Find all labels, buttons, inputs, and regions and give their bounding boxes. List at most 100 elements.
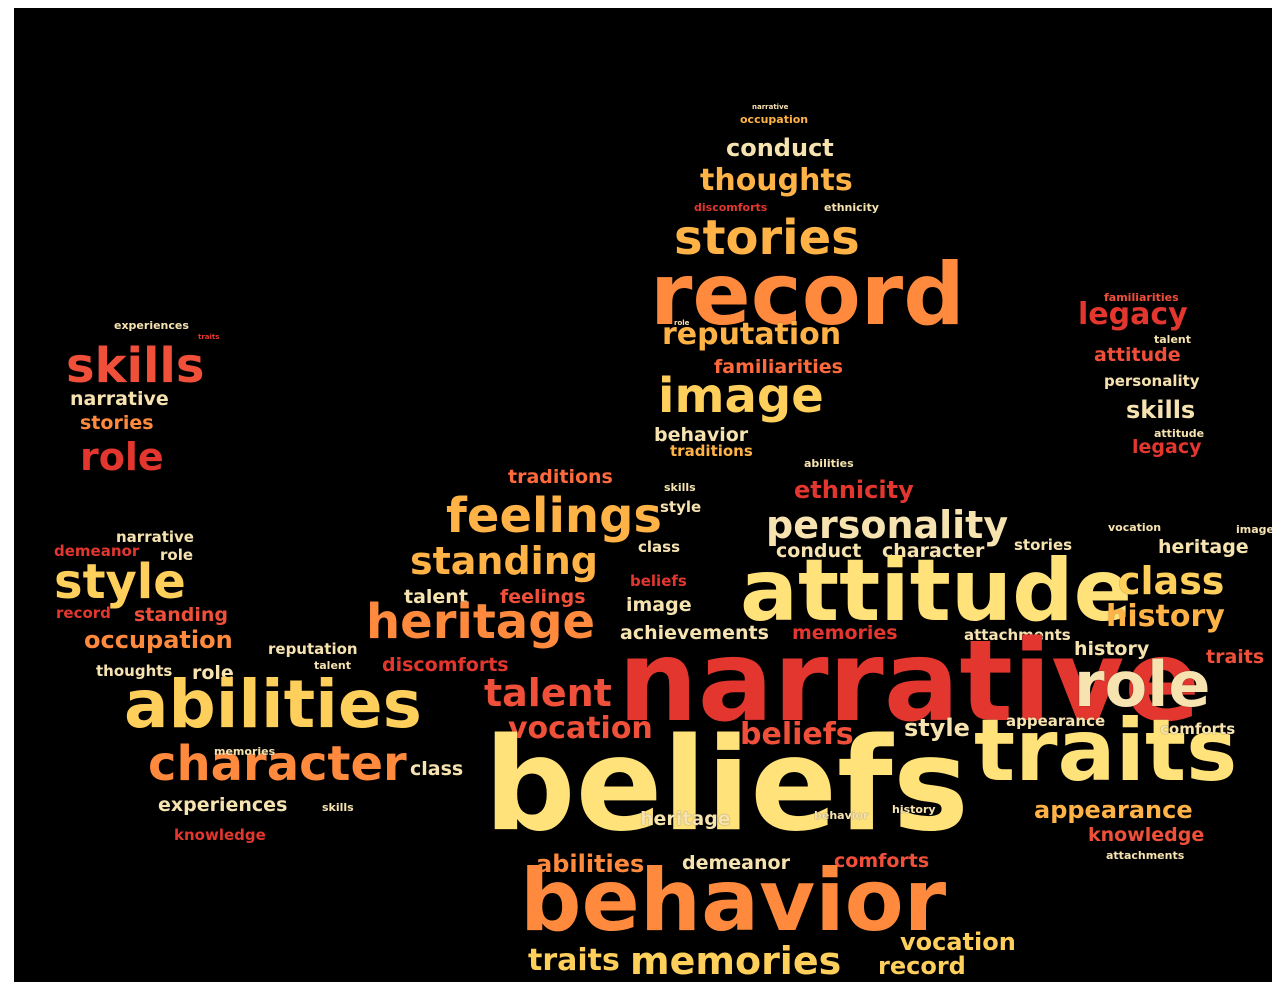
word: personality xyxy=(766,503,1009,547)
word: history xyxy=(1074,638,1150,660)
word: heritage xyxy=(1158,536,1249,558)
word: feelings xyxy=(500,586,586,608)
word: traits xyxy=(528,943,620,978)
word: stories xyxy=(80,412,154,434)
word: image xyxy=(626,594,692,616)
word: skills xyxy=(664,481,696,494)
word: image xyxy=(658,368,824,424)
word: traditions xyxy=(670,442,753,460)
word: traits xyxy=(1206,646,1265,668)
word: abilities xyxy=(124,666,422,743)
word: beliefs xyxy=(740,717,854,752)
word: standing xyxy=(410,539,598,583)
word: stories xyxy=(1014,536,1073,554)
word: appearance xyxy=(1034,796,1193,824)
word: attitude xyxy=(1154,427,1205,440)
word: talent xyxy=(484,671,612,715)
word: class xyxy=(638,538,681,556)
word: style xyxy=(660,498,702,516)
word: record xyxy=(650,245,965,345)
word: vocation xyxy=(900,928,1016,956)
word: memories xyxy=(630,939,842,982)
word: familiarities xyxy=(1104,291,1179,304)
word: narrative xyxy=(70,388,169,410)
word: behavior xyxy=(654,424,749,446)
word-cloud-canvas: narrative occupation conduct thoughts di… xyxy=(14,8,1272,982)
word: abilities xyxy=(804,457,854,470)
word: history xyxy=(892,803,936,816)
word: character xyxy=(148,736,407,792)
word: record xyxy=(878,952,966,980)
word: knowledge xyxy=(1088,824,1205,846)
word: role xyxy=(160,546,194,564)
word: experiences xyxy=(158,794,288,816)
word: stories xyxy=(674,210,860,266)
word: occupation xyxy=(740,113,809,126)
word: traits xyxy=(198,333,220,341)
word: attitude xyxy=(1094,344,1181,366)
word: demeanor xyxy=(54,542,140,560)
word: beliefs xyxy=(484,711,969,860)
word: role xyxy=(674,319,690,327)
word: conduct xyxy=(776,540,862,562)
word: attitude xyxy=(740,541,1132,641)
word: behavior xyxy=(814,809,869,822)
word: role xyxy=(192,662,234,684)
word: narrative xyxy=(116,528,194,546)
word: vocation xyxy=(508,711,653,746)
word: style xyxy=(904,714,970,742)
word: history xyxy=(1106,599,1225,634)
word: familiarities xyxy=(714,356,843,378)
word: traditions xyxy=(508,466,613,488)
word: role xyxy=(80,435,164,479)
word: memories xyxy=(214,745,276,758)
word: comforts xyxy=(834,850,930,872)
word: demeanor xyxy=(682,852,790,874)
word: class xyxy=(1118,559,1225,603)
word: ethnicity xyxy=(794,476,914,504)
word: appearance xyxy=(1006,712,1106,730)
word: image xyxy=(1236,523,1272,536)
word: traits xyxy=(974,701,1238,801)
word: beliefs xyxy=(630,572,687,590)
word: thoughts xyxy=(700,163,853,198)
word: skills xyxy=(322,801,354,814)
word: legacy xyxy=(1132,436,1202,458)
word: achievements xyxy=(620,622,769,644)
word: personality xyxy=(1104,372,1200,390)
word: knowledge xyxy=(174,826,266,844)
word: role xyxy=(1074,648,1211,721)
word: ethnicity xyxy=(824,201,879,214)
word: heritage xyxy=(640,808,731,830)
word: talent xyxy=(1154,333,1192,346)
word: discomforts xyxy=(382,654,509,676)
word: reputation xyxy=(662,317,842,352)
word: attachments xyxy=(1106,849,1185,862)
word: skills xyxy=(1126,396,1196,424)
word: record xyxy=(56,604,111,622)
word: behavior xyxy=(520,851,947,951)
word: narrative xyxy=(752,103,789,111)
word: narrative xyxy=(618,617,1201,747)
word: vocation xyxy=(1108,521,1162,534)
word: feelings xyxy=(446,488,662,544)
word: discomforts xyxy=(694,201,768,214)
word: thoughts xyxy=(96,662,173,680)
word: abilities xyxy=(536,850,645,878)
word: skills xyxy=(66,338,205,394)
word: memories xyxy=(792,622,898,644)
word: character xyxy=(882,540,985,562)
word: legacy xyxy=(1078,297,1188,332)
word: experiences xyxy=(114,319,189,332)
word: occupation xyxy=(84,626,233,654)
word: talent xyxy=(404,586,468,608)
word: conduct xyxy=(726,134,834,162)
word: comforts xyxy=(1160,720,1236,738)
word: attachments xyxy=(964,626,1071,644)
word: reputation xyxy=(268,640,358,658)
word: class xyxy=(410,758,464,780)
word: heritage xyxy=(366,594,596,650)
word: standing xyxy=(134,604,228,626)
word: talent xyxy=(314,659,352,672)
word: style xyxy=(54,554,186,610)
